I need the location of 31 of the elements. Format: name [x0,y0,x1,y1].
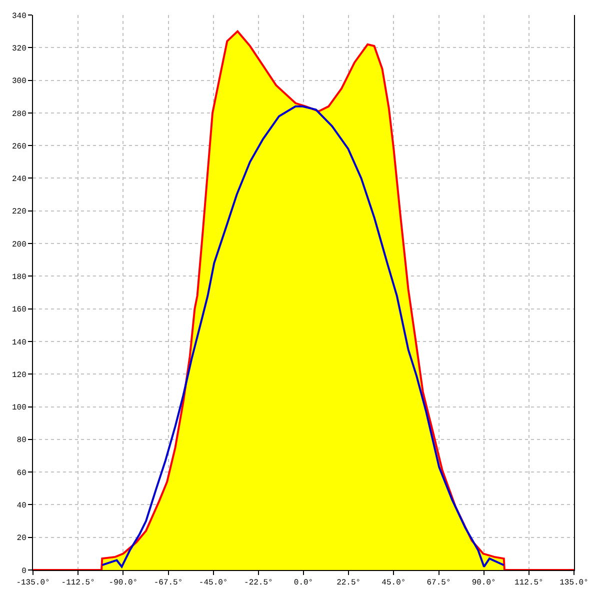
x-tick-label: 22.5° [336,578,361,588]
y-tick-label: 60 [16,468,27,478]
y-tick-label: 160 [12,306,27,315]
x-tick-label: 45.0° [382,578,406,588]
y-tick-label: 200 [12,240,27,250]
y-tick-label: 120 [12,370,27,380]
y-tick-label: 0 [22,566,27,576]
x-tick-label: -22.5° [244,578,273,588]
y-tick-label: 240 [12,175,27,184]
y-tick-label: 100 [12,404,27,413]
y-tick-label: 340 [12,12,27,21]
x-tick-label: 112.5° [514,578,544,588]
y-tick-label: 20 [16,534,27,544]
y-tick-label: 180 [12,272,27,282]
y-tick-label: 140 [12,338,27,348]
x-tick-label: -112.5° [61,578,95,588]
x-tick-label: 90.0° [472,578,496,588]
x-tick-label: -135.0° [16,578,50,588]
x-tick-label: 0.0° [294,578,314,588]
y-tick-label: 260 [12,142,27,152]
y-tick-label: 320 [12,44,27,54]
x-tick-label: -67.5° [154,578,183,588]
y-tick-label: 220 [12,208,27,217]
y-tick-label: 40 [16,502,27,511]
x-tick-label: -45.0° [198,578,228,588]
y-tick-label: 280 [12,110,27,119]
y-tick-label: 300 [12,77,27,86]
y-tick-label: 80 [16,436,27,446]
x-tick-label: 135.0° [560,578,588,588]
x-tick-label: 67.5° [426,578,451,588]
x-tick-label: -90.0° [108,578,138,588]
